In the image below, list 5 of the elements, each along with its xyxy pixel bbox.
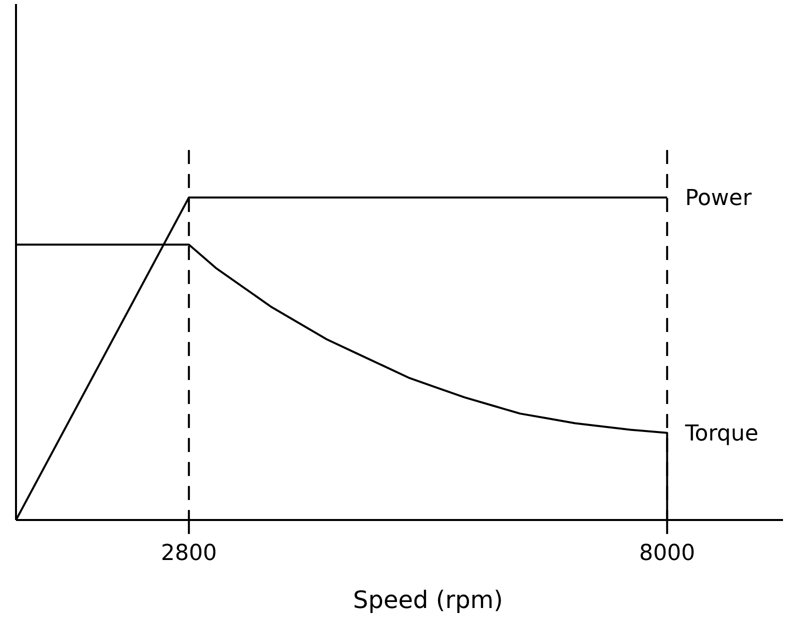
x-tick-label: 2800 [160,541,217,566]
x-axis-title: Speed (rpm) [352,586,504,614]
series-label: Power [685,186,753,212]
x-tick-label: 8000 [639,541,696,566]
series-label: Torque [684,422,758,447]
